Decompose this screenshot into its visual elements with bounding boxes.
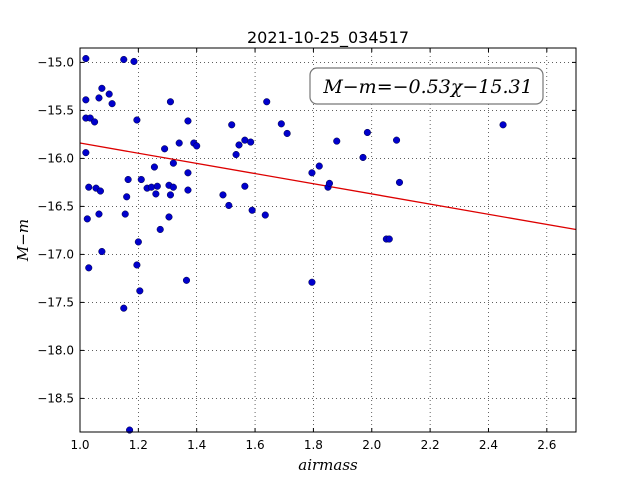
data-point [235, 141, 243, 149]
data-point [184, 169, 192, 177]
x-axis-label: airmass [298, 456, 358, 474]
data-point [133, 261, 141, 269]
x-tick-label: 2.6 [537, 438, 556, 452]
data-point [123, 193, 131, 201]
data-point [261, 211, 269, 219]
data-point [98, 84, 106, 92]
data-point [184, 117, 192, 125]
data-point [308, 278, 316, 286]
data-point [228, 121, 236, 129]
data-point [277, 120, 285, 128]
data-point [120, 304, 128, 312]
data-point [175, 139, 183, 147]
data-point [136, 287, 144, 295]
data-point [105, 90, 113, 98]
data-point [95, 94, 103, 102]
fit-equation: M−m=−0.53χ−15.31 [322, 76, 532, 98]
y-tick-label: −16.5 [37, 199, 74, 213]
data-point [359, 153, 367, 161]
y-axis-label: M−m [14, 219, 32, 262]
data-point [82, 96, 90, 104]
y-tick-label: −17.5 [37, 295, 74, 309]
data-point [85, 183, 93, 191]
data-point [134, 238, 142, 246]
data-point [165, 213, 173, 221]
data-point [363, 128, 371, 137]
x-tick-label: 1.2 [129, 438, 148, 452]
plot-frame [79, 47, 577, 433]
data-point [385, 235, 393, 243]
data-point [96, 187, 104, 195]
y-tick-label: −16.0 [37, 151, 74, 165]
data-point [83, 215, 91, 223]
data-point [325, 179, 334, 187]
data-point [161, 145, 169, 153]
data-point [247, 138, 255, 146]
x-tick-label: 2.0 [362, 438, 381, 452]
chart-title: 2021-10-25_034517 [247, 28, 409, 48]
x-tick-label: 1.8 [304, 438, 323, 452]
data-point [241, 182, 249, 190]
y-tick-label: −15.0 [37, 55, 74, 69]
data-point [232, 151, 240, 159]
x-tick-label: 1.4 [187, 438, 206, 452]
data-point [166, 191, 174, 199]
data-point [263, 98, 271, 106]
data-point [95, 210, 103, 218]
data-point [395, 178, 404, 186]
data-point [193, 142, 201, 150]
data-point [283, 129, 291, 137]
grid [79, 48, 576, 432]
fit-equation-box: M−m=−0.53χ−15.31 [309, 67, 544, 105]
data-point [91, 118, 99, 126]
y-tick-label: −18.0 [37, 343, 74, 357]
data-point [499, 121, 507, 129]
x-tick-label: 2.2 [421, 438, 440, 452]
data-point [248, 206, 256, 214]
data-point [182, 276, 191, 284]
data-point [156, 225, 164, 233]
fit-equation-frame [309, 67, 544, 105]
data-point [121, 210, 129, 218]
axis-ticks: 1.0 1.2 1.4 1.6 1.8 2.0 2.2 2.4 2.6 −15.0 −15.5 −16… [37, 48, 576, 452]
x-tick-label: 2.4 [479, 438, 498, 452]
data-point [315, 162, 323, 170]
data-point [184, 186, 192, 194]
data-point [393, 136, 401, 144]
data-point [153, 182, 161, 190]
x-tick-label: 1.0 [70, 438, 89, 452]
y-tick-label: −18.5 [37, 391, 74, 405]
data-point [169, 183, 177, 191]
data-point [82, 149, 90, 157]
scatter-points [82, 55, 507, 434]
data-point [225, 201, 233, 209]
data-point [147, 183, 156, 191]
data-point [333, 137, 341, 145]
data-point [137, 175, 145, 184]
data-point [152, 190, 160, 198]
y-tick-label: −17.0 [37, 247, 74, 261]
data-point [120, 55, 128, 64]
data-point [150, 163, 158, 171]
data-point [124, 175, 132, 184]
data-point [82, 55, 90, 63]
data-point [219, 191, 227, 199]
data-point [130, 57, 138, 65]
data-point [166, 98, 174, 106]
y-tick-label: −15.5 [37, 103, 74, 117]
data-point [98, 247, 106, 256]
data-point [108, 100, 116, 108]
data-point [169, 159, 177, 167]
data-point [308, 169, 316, 177]
data-point [133, 116, 141, 124]
data-point [85, 264, 93, 272]
x-tick-label: 1.6 [246, 438, 265, 452]
